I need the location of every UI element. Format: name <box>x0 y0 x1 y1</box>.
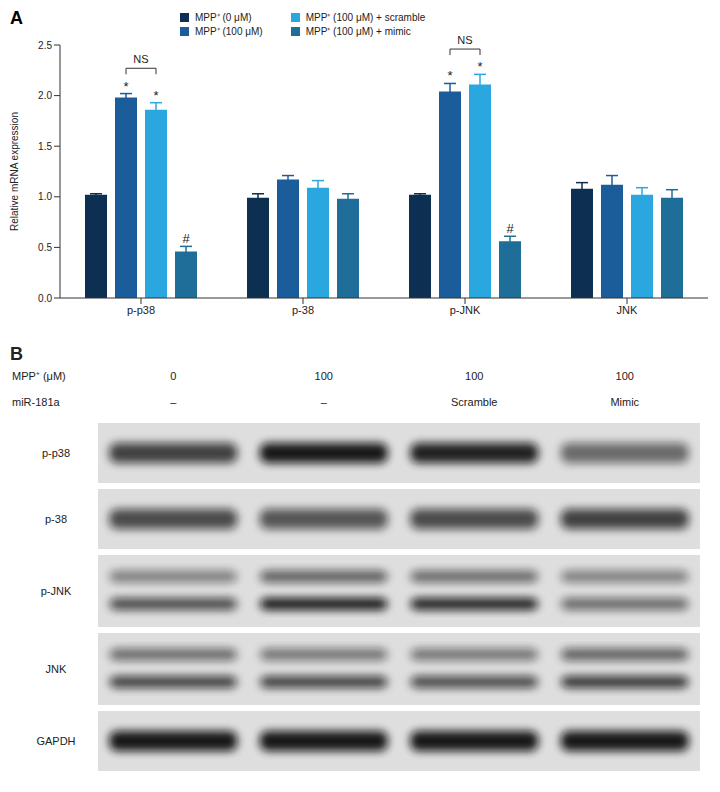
svg-text:GAPDH: GAPDH <box>36 735 75 747</box>
svg-text:JNK: JNK <box>617 304 638 316</box>
svg-text:100: 100 <box>465 370 483 382</box>
svg-text:p-JNK: p-JNK <box>41 585 72 597</box>
svg-text:p-p38: p-p38 <box>127 304 155 316</box>
html-text:MPP⁺ (100 μM): MPP⁺ (100 μM) <box>195 26 263 37</box>
svg-text:1.0: 1.0 <box>38 191 52 202</box>
svg-text:–: – <box>321 396 328 408</box>
svg-text:p-38: p-38 <box>45 513 67 525</box>
svg-text:Scramble: Scramble <box>451 396 497 408</box>
svg-text:2.5: 2.5 <box>38 40 52 51</box>
svg-text:–: – <box>170 396 177 408</box>
html-text:MPP⁺ (0 μM): MPP⁺ (0 μM) <box>195 12 252 23</box>
svg-text:p-38: p-38 <box>292 304 314 316</box>
svg-text:MPP⁺ (μM): MPP⁺ (μM) <box>12 370 66 382</box>
html-text:A: A <box>10 8 23 28</box>
svg-text:*: * <box>477 59 482 74</box>
svg-text:0.0: 0.0 <box>38 293 52 304</box>
svg-text:B: B <box>10 344 23 364</box>
svg-text:miR-181a: miR-181a <box>12 396 61 408</box>
html-text:MPP⁺ (100 μM) + scramble: MPP⁺ (100 μM) + scramble <box>305 12 426 23</box>
svg-text:NS: NS <box>457 34 472 46</box>
svg-text:*: * <box>123 79 128 94</box>
html-text:MPP⁺ (100 μM) + mimic: MPP⁺ (100 μM) + mimic <box>305 26 411 37</box>
svg-text:p-JNK: p-JNK <box>450 304 481 316</box>
svg-text:*: * <box>447 68 452 83</box>
svg-text:2.0: 2.0 <box>38 90 52 101</box>
svg-text:0: 0 <box>170 370 176 382</box>
svg-text:100: 100 <box>315 370 333 382</box>
svg-text:p-p38: p-p38 <box>42 447 70 459</box>
svg-text:JNK: JNK <box>46 663 67 675</box>
svg-text:Mimic: Mimic <box>610 396 639 408</box>
svg-text:#: # <box>506 221 514 236</box>
svg-text:NS: NS <box>133 53 148 65</box>
svg-text:Relative mRNA expression: Relative mRNA expression <box>9 112 20 231</box>
svg-text:1.5: 1.5 <box>38 141 52 152</box>
svg-text:#: # <box>182 231 190 246</box>
svg-text:100: 100 <box>616 370 634 382</box>
svg-text:*: * <box>153 88 158 103</box>
svg-text:0.5: 0.5 <box>38 242 52 253</box>
